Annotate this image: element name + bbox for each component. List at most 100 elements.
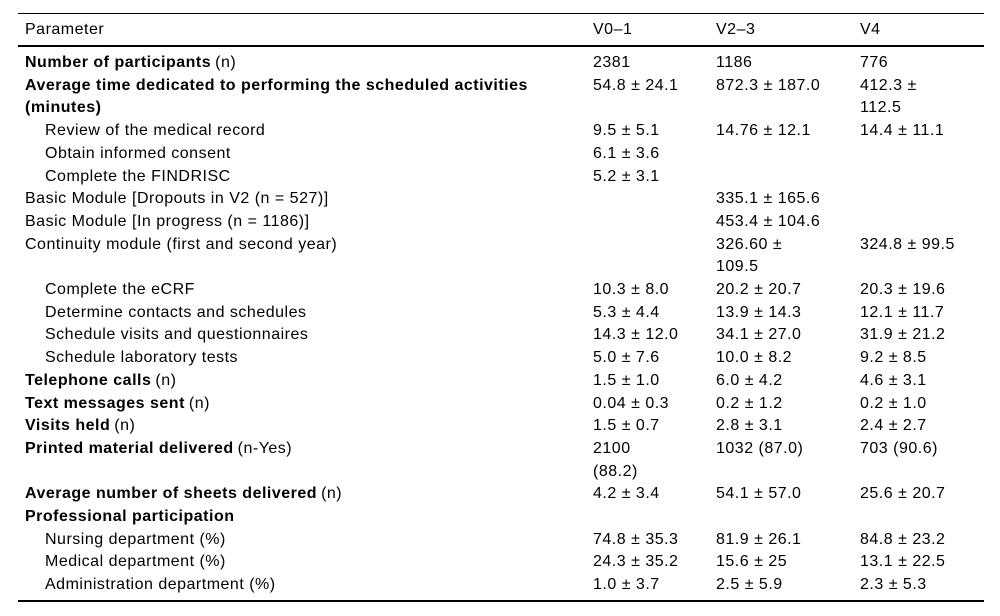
table-row: Schedule laboratory tests 5.0 ± 7.6 10.0 ±… (18, 347, 984, 370)
row-label-text: Determine contacts and schedules (45, 303, 307, 321)
cell-v0-1: 1.5 ± 1.0 (593, 371, 660, 389)
row-label-text: Basic Module [In progress (n = 1186)] (25, 212, 310, 230)
table-row: Professional participation (18, 506, 984, 529)
cell-v0-1: 2100 (88.2) (593, 439, 638, 480)
row-label: Professional participation (18, 506, 593, 529)
table-row: Average number of sheets delivered (n) 4.2… (18, 483, 984, 506)
cell-v2-3: 15.6 ± 25 (716, 553, 788, 571)
cell-v4: 20.3 ± 19.6 (860, 281, 946, 299)
row-label-text: Complete the FINDRISC (45, 167, 231, 185)
cell-v4 (860, 143, 984, 166)
cell-v0-1 (593, 234, 716, 279)
cell-v2-3: 20.2 ± 20.7 (716, 281, 802, 299)
cell-v0-1 (593, 211, 716, 234)
column-header-v0-1: V0–1 (593, 20, 633, 38)
table-row: Printed material delivered (n-Yes) 2100 (8… (18, 438, 984, 483)
cell-v4: 2.3 ± 5.3 (860, 576, 927, 594)
cell-v0-1: 2381 (593, 54, 631, 71)
cell-v2-3: 54.1 ± 57.0 (716, 485, 802, 503)
row-label: Obtain informed consent (18, 143, 593, 166)
cell-v2-3: 14.76 ± 12.1 (716, 122, 811, 140)
row-label: Continuity module (first and second year… (18, 234, 593, 279)
row-label: Visits held (n) (18, 415, 593, 438)
row-label: Medical department (%) (18, 551, 593, 574)
table-row: Complete the FINDRISC 5.2 ± 3.1 (18, 166, 984, 189)
row-label-text: Number of participants (25, 54, 212, 71)
study-parameters-table: Parameter V0–1 V2–3 V4 Number of partici… (18, 13, 984, 602)
cell-v2-3: 2.8 ± 3.1 (716, 417, 783, 435)
row-label-text: Administration department (%) (45, 576, 276, 594)
cell-v2-3: 453.4 ± 104.6 (716, 212, 821, 230)
row-label-unit: (n) (188, 394, 210, 412)
cell-v2-3: 13.9 ± 14.3 (716, 303, 802, 321)
table-row: Number of participants (n) 2381 1186 776 (18, 52, 984, 75)
row-label-unit: (n) (215, 54, 237, 71)
column-header-parameter: Parameter (25, 20, 105, 38)
row-label: Number of participants (n) (18, 52, 593, 75)
cell-v2-3 (716, 506, 860, 529)
cell-v0-1: 74.8 ± 35.3 (593, 530, 679, 548)
table-row: Schedule visits and questionnaires 14.3 ±… (18, 324, 984, 347)
row-label: Schedule visits and questionnaires (18, 324, 593, 347)
row-label-unit: (n) (321, 485, 343, 503)
row-label-unit: (n) (114, 417, 136, 435)
cell-v0-1 (593, 188, 716, 211)
row-label-text: Review of the medical record (45, 122, 266, 140)
row-label-text: Professional participation (25, 508, 235, 526)
table-row: Determine contacts and schedules 5.3 ± 4.… (18, 302, 984, 325)
row-label-text: Complete the eCRF (45, 281, 195, 299)
row-label-text: Basic Module [Dropouts in V2 (n = 527)] (25, 190, 329, 208)
row-label-text: Text messages sent (25, 394, 185, 412)
cell-v4: 0.2 ± 1.0 (860, 394, 927, 412)
cell-v2-3 (716, 166, 860, 189)
row-label-text: Nursing department (%) (45, 530, 226, 548)
cell-v2-3: 872.3 ± 187.0 (716, 76, 821, 94)
row-label-text: Telephone calls (25, 371, 152, 389)
cell-v4: 9.2 ± 8.5 (860, 349, 927, 367)
cell-v4: 776 (860, 54, 889, 71)
row-label-unit: (n) (155, 371, 177, 389)
cell-v2-3: 0.2 ± 1.2 (716, 394, 783, 412)
cell-v0-1: 4.2 ± 3.4 (593, 485, 660, 503)
row-label: Average time dedicated to performing the… (18, 75, 593, 120)
row-label-text: Medical department (%) (45, 553, 226, 571)
row-label-text: Visits held (25, 417, 111, 435)
cell-v2-3: 335.1 ± 165.6 (716, 190, 821, 208)
cell-v4: 703 (90.6) (860, 439, 938, 457)
row-label: Schedule laboratory tests (18, 347, 593, 370)
table-row: Review of the medical record 9.5 ± 5.1 14.… (18, 120, 984, 143)
row-label-text: Average time dedicated to performing the… (25, 76, 528, 117)
row-label: Basic Module [Dropouts in V2 (n = 527)] (18, 188, 593, 211)
cell-v4: 2.4 ± 2.7 (860, 417, 927, 435)
table-row: Basic Module [Dropouts in V2 (n = 527)] 3… (18, 188, 984, 211)
cell-v4: 13.1 ± 22.5 (860, 553, 946, 571)
row-label: Complete the eCRF (18, 279, 593, 302)
column-header-v2-3: V2–3 (716, 20, 756, 38)
cell-v0-1: 54.8 ± 24.1 (593, 76, 679, 94)
cell-v4 (860, 506, 984, 529)
row-label: Administration department (%) (18, 574, 593, 597)
row-label-text: Average number of sheets delivered (25, 485, 318, 503)
table-row: Medical department (%) 24.3 ± 35.2 15.6 ± … (18, 551, 984, 574)
table-row: Visits held (n) 1.5 ± 0.7 2.8 ± 3.1 2.4 ± 2.… (18, 415, 984, 438)
table-row: Obtain informed consent 6.1 ± 3.6 (18, 143, 984, 166)
cell-v4: 25.6 ± 20.7 (860, 485, 946, 503)
cell-v4 (860, 211, 984, 234)
cell-v0-1: 10.3 ± 8.0 (593, 281, 670, 299)
cell-v2-3: 10.0 ± 8.2 (716, 349, 793, 367)
row-label: Printed material delivered (n-Yes) (18, 438, 593, 483)
cell-v0-1: 6.1 ± 3.6 (593, 144, 660, 162)
row-label: Determine contacts and schedules (18, 302, 593, 325)
cell-v2-3 (716, 143, 860, 166)
row-label: Telephone calls (n) (18, 370, 593, 393)
cell-v2-3: 6.0 ± 4.2 (716, 371, 783, 389)
cell-v0-1: 5.2 ± 3.1 (593, 167, 660, 185)
table-row: Administration department (%) 1.0 ± 3.7 2.… (18, 574, 984, 597)
cell-v4: 4.6 ± 3.1 (860, 371, 927, 389)
cell-v0-1: 5.3 ± 4.4 (593, 303, 660, 321)
cell-v2-3: 81.9 ± 26.1 (716, 530, 802, 548)
table-row: Complete the eCRF 10.3 ± 8.0 20.2 ± 20.7 20… (18, 279, 984, 302)
row-label-text: Schedule laboratory tests (45, 349, 239, 367)
row-label: Average number of sheets delivered (n) (18, 483, 593, 506)
cell-v0-1 (593, 506, 716, 529)
